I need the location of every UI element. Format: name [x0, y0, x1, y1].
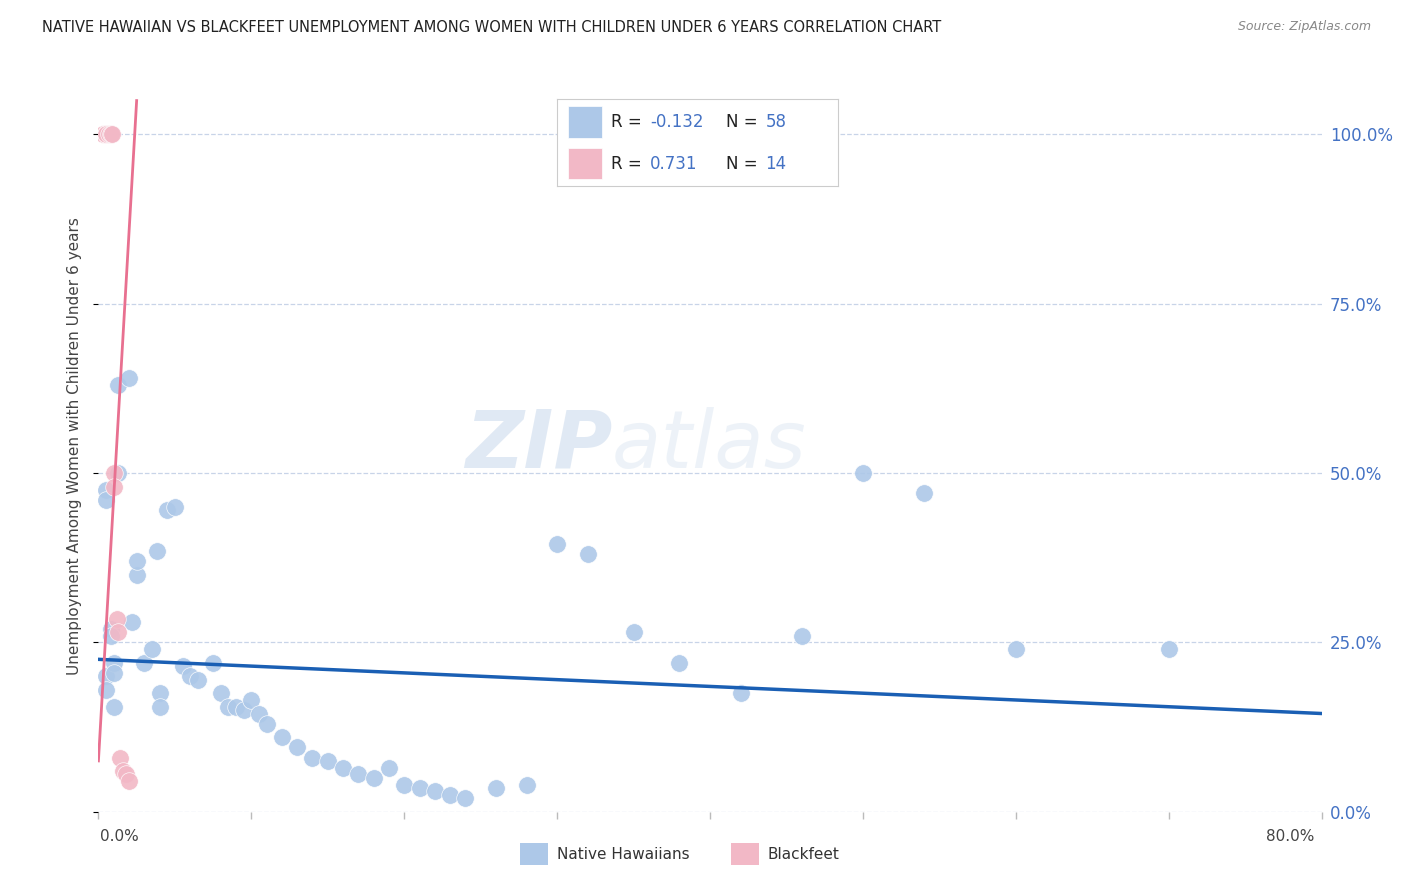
Point	[623, 625, 645, 640]
Point	[285, 740, 308, 755]
Point	[149, 686, 172, 700]
Point	[912, 486, 935, 500]
Point	[94, 128, 117, 142]
Text: Source: ZipAtlas.com: Source: ZipAtlas.com	[1237, 20, 1371, 33]
Point	[94, 669, 117, 683]
Point	[100, 622, 122, 636]
Point	[301, 750, 323, 764]
Point	[454, 791, 477, 805]
Point	[247, 706, 270, 721]
Text: ZIP: ZIP	[465, 407, 612, 485]
Point	[91, 128, 114, 142]
Point	[232, 703, 254, 717]
Point	[107, 625, 129, 640]
Point	[115, 767, 138, 781]
Point	[332, 761, 354, 775]
Point	[103, 699, 125, 714]
Point	[107, 378, 129, 392]
Point	[145, 544, 167, 558]
Text: 58: 58	[765, 113, 786, 131]
Point	[392, 778, 416, 792]
Point	[546, 537, 568, 551]
Text: 0.731: 0.731	[650, 154, 697, 172]
Text: Blackfeet: Blackfeet	[768, 847, 839, 862]
Point	[187, 673, 209, 687]
Text: 80.0%: 80.0%	[1267, 830, 1315, 844]
Point	[141, 642, 163, 657]
Point	[103, 466, 125, 480]
Point	[94, 682, 117, 697]
Text: 0.0%: 0.0%	[100, 830, 139, 844]
Point	[98, 128, 121, 142]
Point	[423, 784, 446, 798]
Point	[101, 128, 124, 142]
Y-axis label: Unemployment Among Women with Children Under 6 years: Unemployment Among Women with Children U…	[67, 217, 83, 675]
Point	[103, 665, 125, 680]
Point	[156, 503, 179, 517]
Point	[209, 686, 232, 700]
Point	[516, 778, 538, 792]
Point	[852, 466, 875, 480]
Point	[172, 659, 194, 673]
Point	[225, 699, 247, 714]
Point	[316, 754, 339, 768]
Point	[163, 500, 186, 514]
Point	[108, 750, 131, 764]
Bar	[568, 148, 602, 179]
Point	[485, 780, 508, 795]
Text: NATIVE HAWAIIAN VS BLACKFEET UNEMPLOYMENT AMONG WOMEN WITH CHILDREN UNDER 6 YEAR: NATIVE HAWAIIAN VS BLACKFEET UNEMPLOYMEN…	[42, 20, 942, 35]
Text: atlas: atlas	[612, 407, 807, 485]
Text: R =: R =	[610, 154, 652, 172]
Point	[1157, 642, 1180, 657]
Text: 14: 14	[765, 154, 786, 172]
Bar	[568, 106, 602, 138]
Point	[730, 686, 752, 700]
Point	[94, 483, 117, 497]
Point	[149, 699, 172, 714]
Point	[111, 764, 134, 778]
Point	[121, 615, 143, 629]
Point	[202, 656, 225, 670]
Point	[118, 371, 141, 385]
Point	[378, 761, 401, 775]
Text: Native Hawaiians: Native Hawaiians	[557, 847, 689, 862]
Point	[100, 629, 122, 643]
Point	[107, 466, 129, 480]
Text: N =: N =	[725, 154, 763, 172]
Point	[105, 612, 128, 626]
Point	[1004, 642, 1026, 657]
Point	[125, 554, 148, 568]
Point	[790, 629, 813, 643]
Text: -0.132: -0.132	[650, 113, 703, 131]
Point	[103, 480, 125, 494]
Point	[408, 780, 430, 795]
Point	[100, 128, 122, 142]
Point	[94, 493, 117, 508]
Text: R =: R =	[610, 113, 647, 131]
Point	[256, 716, 278, 731]
Text: N =: N =	[725, 113, 763, 131]
Point	[240, 693, 263, 707]
Point	[576, 547, 599, 561]
Point	[363, 771, 385, 785]
Point	[94, 128, 117, 142]
Point	[179, 669, 201, 683]
Point	[125, 567, 148, 582]
Point	[134, 656, 156, 670]
Point	[118, 774, 141, 789]
Point	[217, 699, 239, 714]
Point	[668, 656, 690, 670]
Point	[439, 788, 461, 802]
Point	[103, 656, 125, 670]
Point	[270, 730, 292, 744]
Point	[347, 767, 370, 781]
